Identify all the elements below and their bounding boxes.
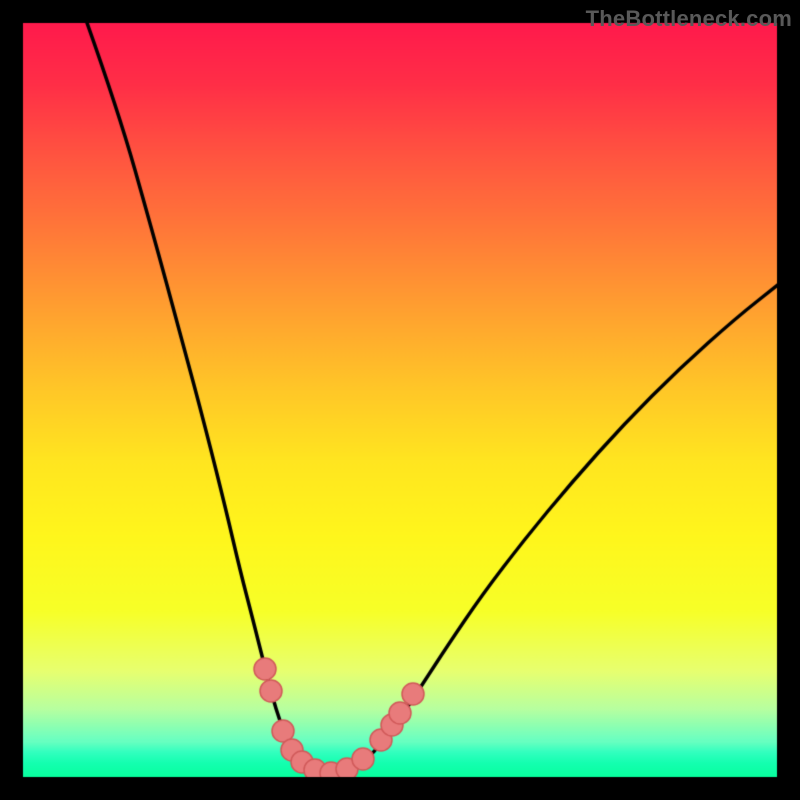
- bottleneck-curve-chart: [0, 0, 800, 800]
- chart-stage: TheBottleneck.com: [0, 0, 800, 800]
- attribution-label: TheBottleneck.com: [586, 6, 792, 32]
